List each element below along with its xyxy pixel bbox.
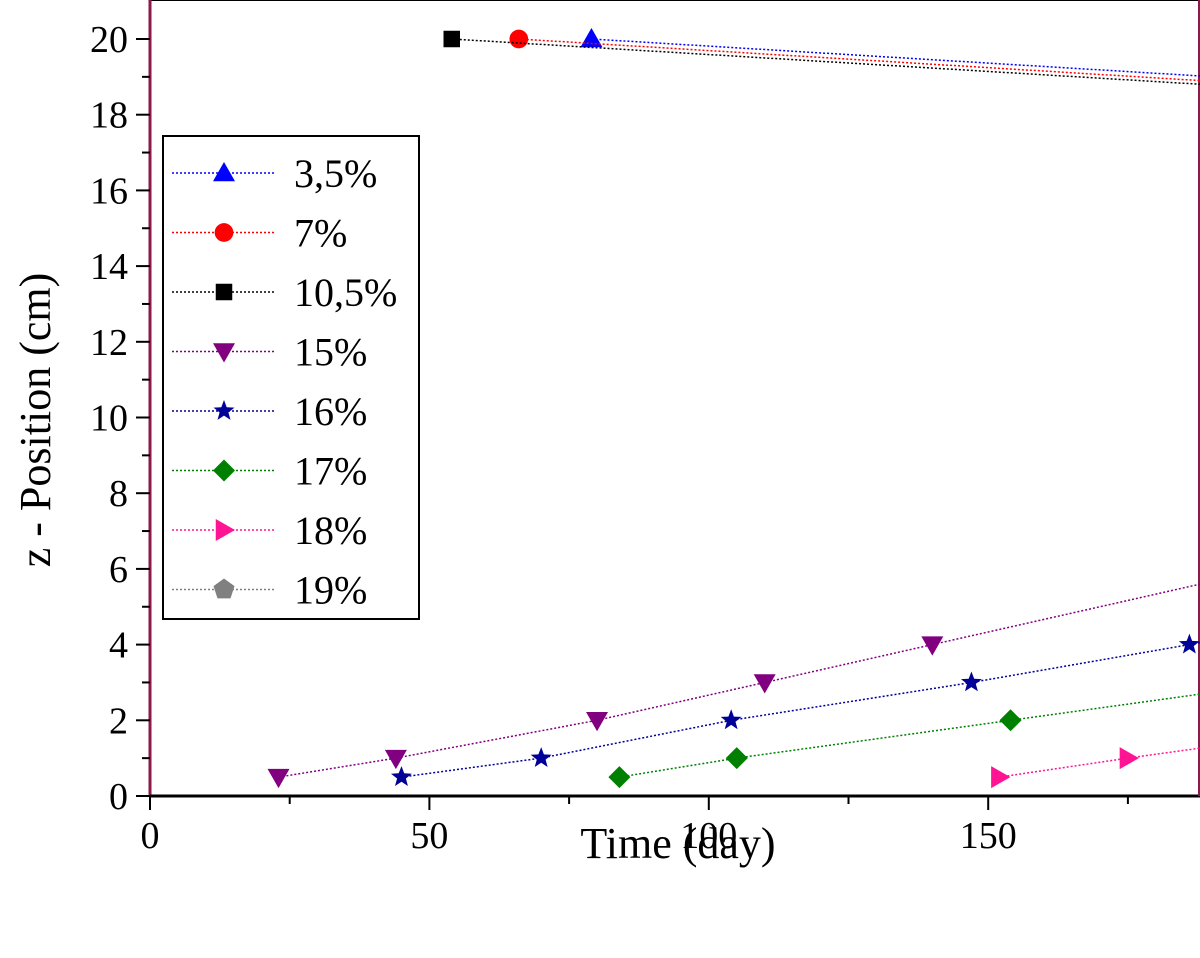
- y-tick-label: 10: [90, 398, 128, 440]
- legend-label: 19%: [294, 568, 367, 613]
- legend-label: 16%: [294, 389, 367, 434]
- x-axis-label: Time (day): [580, 819, 775, 868]
- marker-triangle-down: [213, 343, 235, 363]
- legend-item: 19%: [172, 568, 367, 613]
- series-3-5-: [580, 28, 1200, 77]
- series-layer: [267, 28, 1200, 789]
- marker-star: [530, 747, 552, 767]
- marker-triangle-down: [384, 749, 407, 770]
- marker-star: [961, 671, 982, 692]
- marker-diamond: [213, 459, 235, 482]
- marker-star: [213, 400, 235, 420]
- y-tick-label: 8: [109, 473, 128, 515]
- marker-star: [391, 766, 412, 786]
- marker-triangle-right: [991, 766, 1011, 789]
- x-tick-label: 50: [410, 815, 448, 857]
- legend-item: 7%: [172, 211, 347, 256]
- y-tick-label: 6: [109, 549, 128, 591]
- marker-triangle-right: [215, 519, 235, 541]
- series-15-: [267, 583, 1200, 789]
- legend-label: 3,5%: [294, 151, 377, 196]
- legend-item: 10,5%: [172, 270, 397, 315]
- legend-label: 15%: [294, 330, 367, 375]
- marker-star: [720, 709, 742, 730]
- series-17-: [608, 693, 1200, 789]
- y-tick-label: 0: [109, 776, 128, 818]
- series-line: [591, 38, 1200, 77]
- y-tick-label: 16: [90, 170, 128, 212]
- x-tick-label: 150: [960, 815, 1017, 857]
- legend-item: 15%: [172, 330, 367, 375]
- x-tick-label: 100: [680, 815, 737, 857]
- y-tick-label: 4: [109, 625, 128, 667]
- series-18-: [991, 747, 1200, 789]
- marker-triangle-down: [753, 674, 776, 694]
- legend-box: [162, 135, 420, 620]
- marker-triangle-down: [267, 768, 290, 789]
- series-line: [619, 693, 1200, 778]
- y-tick-label: 2: [109, 700, 128, 742]
- marker-triangle-up: [213, 162, 235, 182]
- marker-diamond: [999, 709, 1022, 732]
- series-line: [518, 38, 1200, 82]
- y-axis-label: z - Position (cm): [11, 273, 60, 568]
- legend-item: 18%: [172, 508, 367, 553]
- legend-label: 17%: [294, 449, 367, 494]
- marker-diamond: [608, 766, 631, 789]
- legend: 3,5% 7% 10,5% 15% 16% 17% 18% 19%: [162, 135, 420, 620]
- legend-item: 16%: [172, 389, 367, 434]
- series-10-5-: [443, 30, 1200, 86]
- legend-item: 17%: [172, 449, 367, 494]
- marker-square: [215, 283, 233, 301]
- marker-star: [1178, 633, 1200, 654]
- marker-diamond: [725, 747, 748, 770]
- series-line: [999, 747, 1200, 778]
- y-tick-label: 14: [90, 246, 128, 288]
- series-line: [401, 641, 1200, 778]
- marker-triangle-down: [586, 712, 609, 732]
- series-7-: [509, 29, 1200, 82]
- y-tick-label: 20: [90, 19, 128, 61]
- legend-label: 7%: [294, 211, 347, 256]
- marker-pentagon: [213, 578, 235, 599]
- x-tick-label: 0: [141, 815, 160, 857]
- marker-triangle-right: [1119, 747, 1139, 770]
- legend-label: 18%: [294, 508, 367, 553]
- legend-label: 10,5%: [294, 270, 397, 315]
- y-tick-label: 12: [90, 322, 128, 364]
- marker-circle: [509, 29, 529, 49]
- legend-item: 3,5%: [172, 151, 377, 196]
- marker-square: [443, 30, 461, 48]
- series-16-: [391, 633, 1200, 786]
- marker-triangle-up: [580, 28, 603, 48]
- marker-circle: [214, 223, 234, 242]
- marker-triangle-down: [921, 636, 944, 656]
- y-tick-label: 18: [90, 95, 128, 137]
- axes: 05010015020025030035002468101214161820: [90, 0, 1200, 857]
- series-line: [451, 38, 1200, 86]
